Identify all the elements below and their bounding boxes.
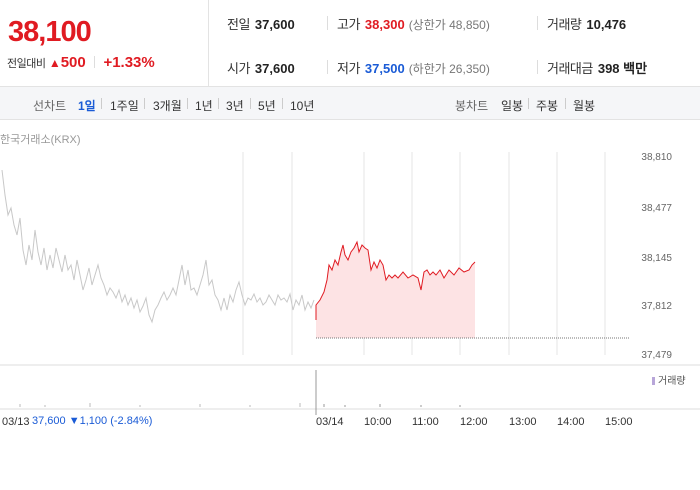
lower-limit: (하한가 26,350) (408, 62, 490, 76)
prev-change-percent: (-2.84%) (110, 415, 153, 427)
stat-volume: 거래량 10,476 (547, 14, 626, 33)
change-row: 전일대비 ▲500 +1.33% (7, 54, 155, 71)
today-volume-bars (315, 372, 461, 407)
period-3m[interactable]: 3개월 (153, 99, 182, 113)
stock-summary: 38,100 전일대비 ▲500 +1.33% 전일 37,600 고가 38,30… (0, 0, 700, 87)
divider (327, 60, 328, 74)
divider (94, 56, 96, 68)
volume-legend-swatch (652, 377, 655, 385)
stat-value: 10,476 (586, 17, 627, 32)
stat-label: 거래대금 (547, 61, 593, 76)
stat-label: 거래량 (547, 17, 582, 32)
period-3y[interactable]: 3년 (226, 99, 244, 113)
exchange-label: 한국거래소(KRX) (0, 134, 81, 146)
x-tick: 13:00 (509, 416, 537, 428)
y-tick: 38,145 (641, 253, 672, 264)
y-tick: 37,812 (641, 301, 672, 312)
period-1d[interactable]: 1일 (78, 99, 96, 113)
divider (537, 16, 538, 30)
stat-value: 37,500 (364, 61, 405, 76)
y-tick: 38,810 (641, 152, 672, 163)
divider (250, 98, 251, 109)
divider (282, 98, 283, 109)
candle-daily[interactable]: 일봉 (501, 99, 524, 113)
volume-legend-label: 거래량 (658, 376, 686, 387)
stat-low: 저가 37,500 (하한가 26,350) (337, 58, 490, 77)
divider (218, 98, 219, 109)
current-price: 38,100 (8, 16, 92, 48)
change-amount: 500 (60, 54, 86, 71)
upper-limit: (상한가 48,850) (408, 18, 490, 32)
period-1w[interactable]: 1주일 (110, 99, 139, 113)
x-tick: 03/14 (316, 416, 344, 428)
divider (327, 16, 328, 30)
candle-weekly[interactable]: 주봉 (536, 99, 559, 113)
candle-monthly[interactable]: 월봉 (573, 99, 596, 113)
stat-label: 저가 (337, 61, 360, 76)
x-tick: 14:00 (557, 416, 585, 428)
x-tick: 10:00 (364, 416, 392, 428)
prev-close-value: 37,600 (32, 415, 66, 427)
stat-value: 398 백만 (597, 61, 648, 76)
stat-trade-value: 거래대금 398 백만 (547, 58, 647, 77)
today-area-fill (316, 242, 475, 338)
stat-label: 시가 (227, 61, 250, 76)
price-block: 38,100 전일대비 ▲500 +1.33% (0, 0, 209, 87)
change-label: 전일대비 (7, 58, 46, 70)
divider (187, 98, 188, 109)
stat-value: 38,300 (364, 17, 405, 32)
stat-label: 전일 (227, 17, 250, 32)
x-tick: 11:00 (412, 416, 439, 428)
y-tick: 37,479 (641, 350, 672, 361)
previous-day-info: 37,600 ▼1,100 (-2.84%) (32, 415, 152, 427)
line-chart-label: 선차트 (33, 99, 67, 113)
volume-legend: 거래량 (652, 372, 686, 387)
period-10y[interactable]: 10년 (290, 99, 315, 113)
divider (144, 98, 145, 109)
period-selector-bar: 선차트 1일 1주일 3개월 1년 3년 5년 10년 봉차트 일봉 주봉 월봉 (0, 87, 700, 120)
price-chart[interactable]: 38,810 38,477 38,145 37,812 37,479 03/13… (0, 120, 700, 440)
stat-value: 37,600 (254, 61, 295, 76)
stat-grid: 전일 37,600 고가 38,300 (상한가 48,850) 거래량 10,476 … (210, 0, 700, 87)
stat-prev-close: 전일 37,600 (227, 14, 295, 33)
x-tick: 03/13 (2, 416, 30, 428)
divider (537, 60, 538, 74)
stat-value: 37,600 (254, 17, 295, 32)
stat-label: 고가 (337, 17, 360, 32)
x-tick: 15:00 (605, 416, 633, 428)
period-1y[interactable]: 1년 (195, 99, 213, 113)
x-tick: 12:00 (460, 416, 488, 428)
stat-open: 시가 37,600 (227, 58, 295, 77)
y-tick: 38,477 (641, 203, 672, 214)
previous-day-line (1, 169, 315, 324)
divider (528, 98, 529, 109)
period-5y[interactable]: 5년 (258, 99, 276, 113)
up-triangle-icon: ▲ (48, 56, 61, 70)
divider (101, 98, 102, 109)
volume-bars (19, 403, 301, 407)
prev-change: ▼1,100 (68, 415, 108, 427)
divider (565, 98, 566, 109)
change-percent: +1.33% (103, 54, 155, 71)
stat-high: 고가 38,300 (상한가 48,850) (337, 14, 490, 33)
today-price-line (315, 240, 476, 320)
candle-chart-label: 봉차트 (455, 99, 489, 113)
